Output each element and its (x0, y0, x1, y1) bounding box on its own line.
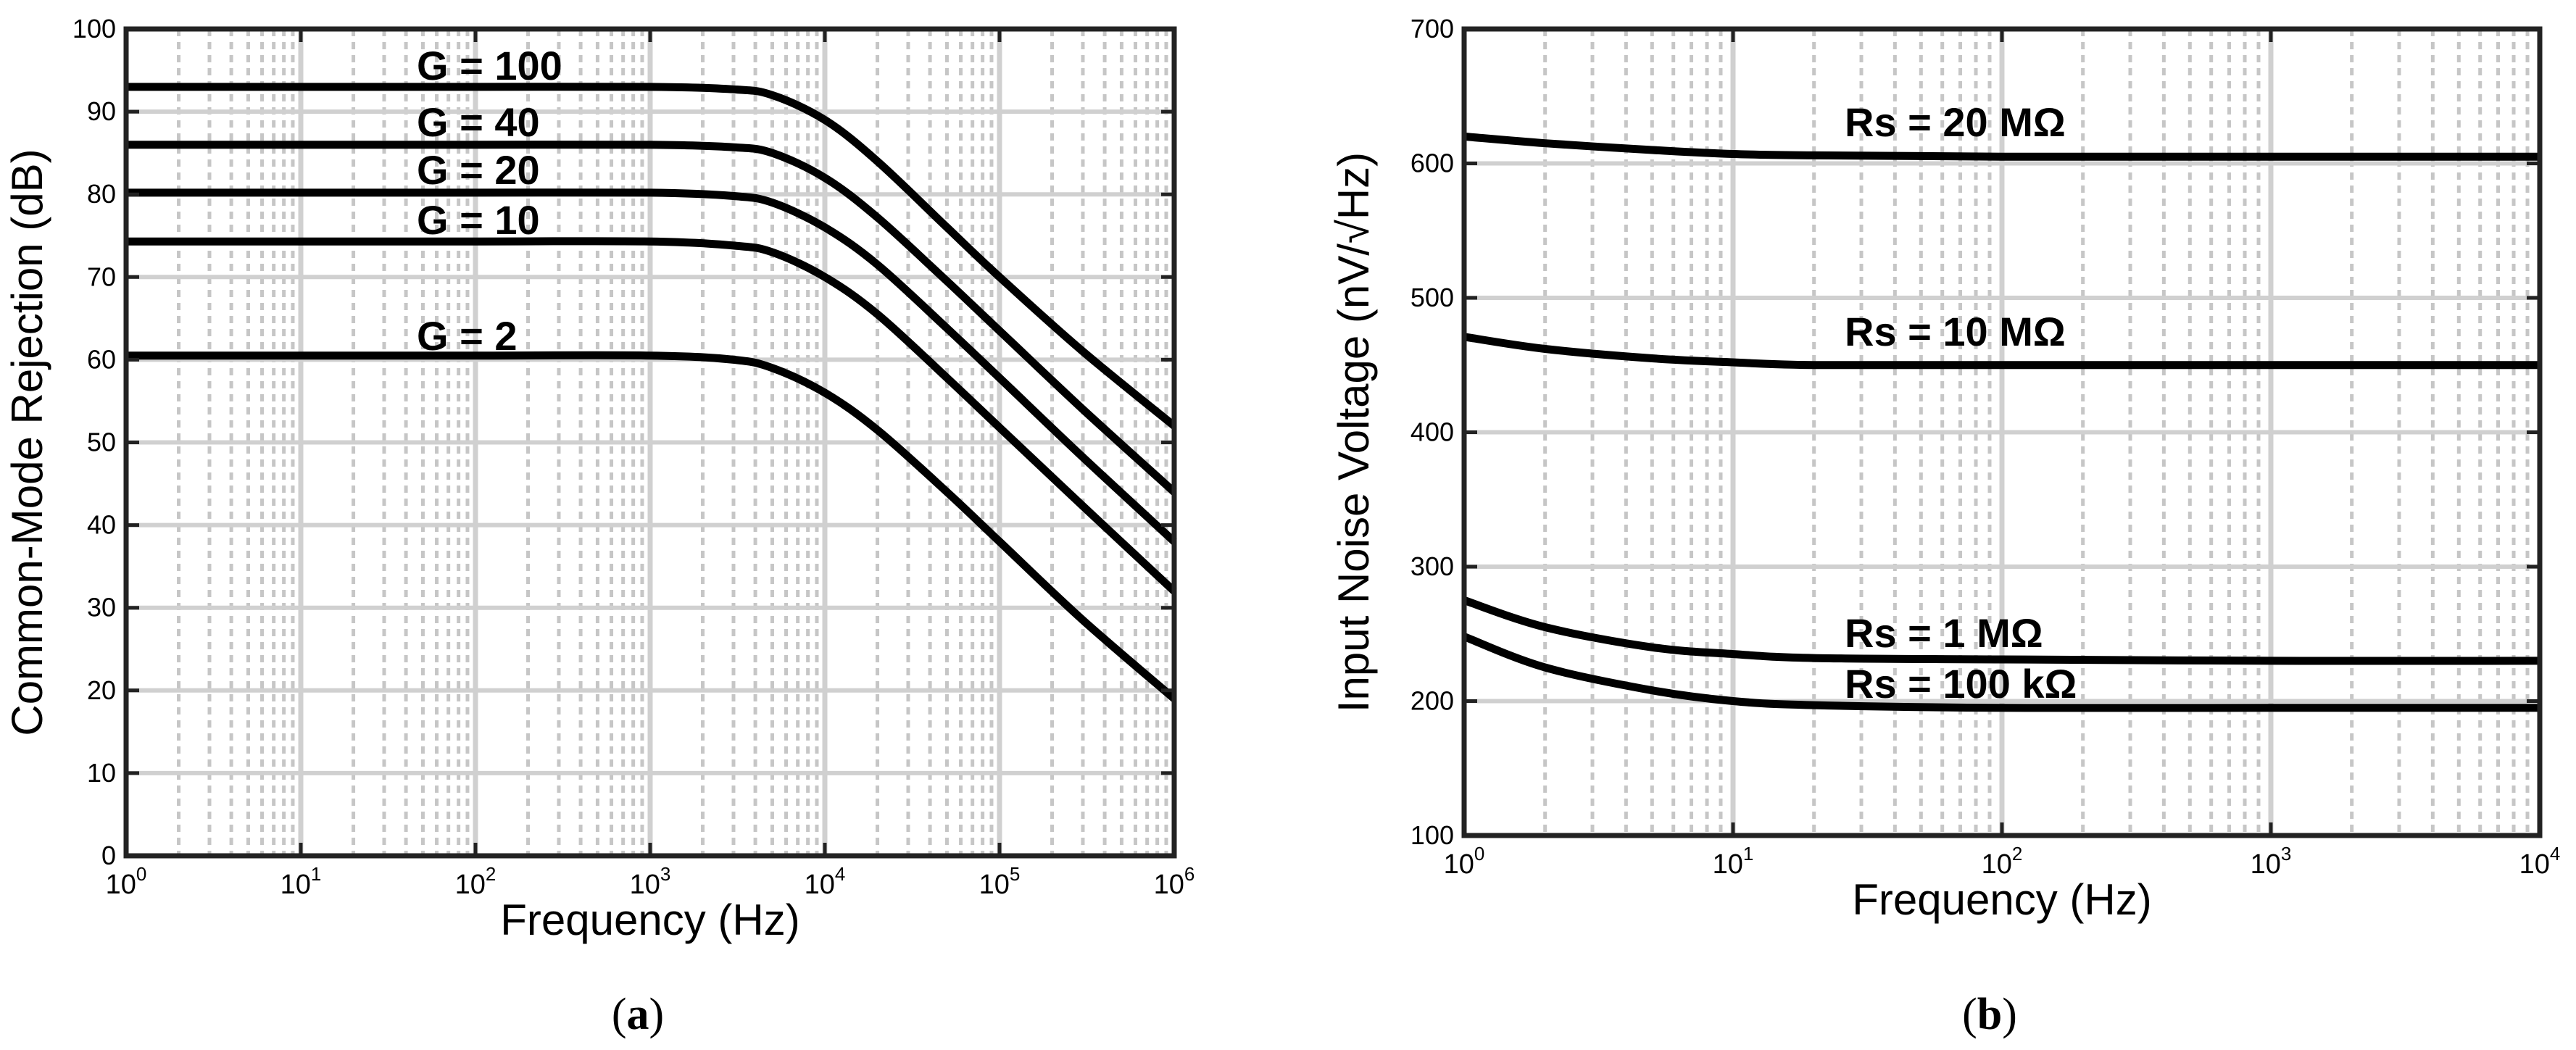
y-tick-label: 70 (87, 262, 116, 291)
series-line (125, 351, 1177, 702)
y-tick-label: 400 (1410, 417, 1454, 447)
y-tick-label: 30 (87, 593, 116, 622)
y-axis-label: Common-Mode Rejection (dB) (3, 149, 51, 736)
x-tick-label: 105 (979, 863, 1021, 900)
series-line (126, 83, 1177, 429)
y-tick-label: 700 (1410, 14, 1454, 43)
series-label: Rs = 10 MΩ (1845, 309, 2066, 354)
y-tick-label: 0 (101, 841, 116, 870)
series-line (1463, 333, 2540, 370)
y-tick-label: 600 (1410, 149, 1454, 178)
x-tick-label: 104 (805, 863, 846, 900)
y-tick-label: 200 (1410, 686, 1454, 716)
y-tick-label: 500 (1410, 283, 1454, 312)
y-tick-label: 80 (87, 179, 116, 209)
y-tick-label: 10 (87, 758, 116, 788)
x-tick-label: 101 (281, 863, 322, 900)
y-tick-label: 300 (1410, 551, 1454, 581)
series-line (126, 140, 1177, 496)
x-tick-label: 104 (2519, 843, 2561, 880)
series-line (126, 188, 1177, 545)
y-tick-label: 100 (1410, 820, 1454, 850)
panel-label: (b) (1962, 990, 2017, 1039)
x-tick-label: 103 (630, 863, 671, 900)
x-tick-label: 106 (1154, 863, 1195, 900)
series-label: G = 20 (417, 147, 540, 193)
y-axis-label: Input Noise Voltage (nV/√Hz) (1329, 152, 1378, 712)
series-label: G = 2 (417, 313, 518, 359)
series-label: Rs = 1 MΩ (1845, 610, 2043, 656)
series-line (1463, 633, 2540, 712)
x-axis-label: Frequency (Hz) (500, 896, 799, 944)
y-tick-label: 90 (87, 96, 116, 126)
y-tick-label: 100 (72, 14, 116, 43)
series-line (125, 237, 1177, 594)
chart-b: Rs = 20 MΩ Rs = 10 MΩ Rs = 1 MΩ Rs = 100 kΩ… (1329, 14, 2560, 1039)
x-tick-label: 100 (1444, 843, 1485, 880)
series-label: G = 40 (417, 99, 540, 145)
series-label: Rs = 20 MΩ (1845, 99, 2066, 145)
series-line (1463, 132, 2540, 161)
y-tick-label: 20 (87, 675, 116, 705)
x-tick-label: 102 (455, 863, 496, 900)
y-tick-label: 60 (87, 344, 116, 374)
x-tick-label: 101 (1713, 843, 1754, 880)
series-label: G = 10 (417, 197, 540, 243)
x-tick-label: 100 (106, 863, 147, 900)
y-tick-label: 50 (87, 428, 116, 457)
panel-label: (a) (612, 990, 664, 1039)
series-label: G = 100 (417, 43, 562, 88)
x-tick-label: 102 (1982, 843, 2023, 880)
series-label: Rs = 100 kΩ (1845, 661, 2077, 707)
x-tick-label: 103 (2251, 843, 2292, 880)
x-axis-label: Frequency (Hz) (1852, 875, 2151, 924)
series-line (1463, 596, 2540, 665)
y-tick-label: 40 (87, 510, 116, 540)
